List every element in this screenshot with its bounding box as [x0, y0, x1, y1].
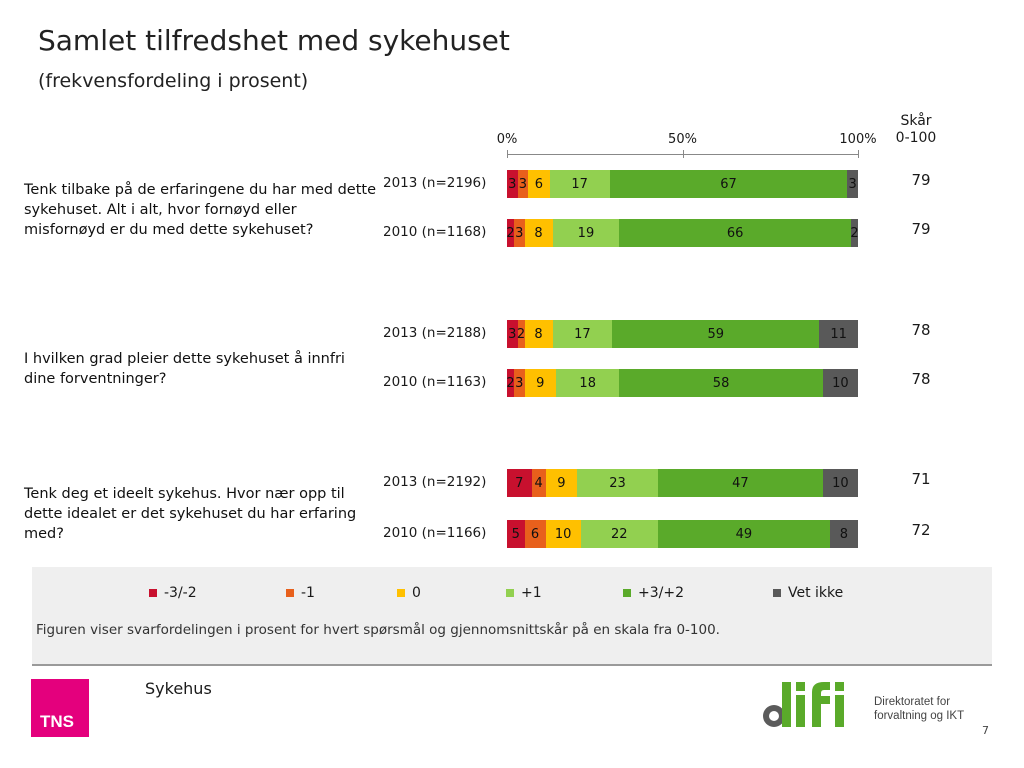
legend-item: +3/+2: [623, 585, 684, 601]
bar-segment: 19: [552, 219, 620, 247]
score-value: 79: [911, 220, 931, 238]
bar-segment: 3: [847, 170, 858, 198]
difi-tagline: Direktoratet for forvaltning og IKT: [874, 695, 964, 723]
row-label: 2010 (n=1163): [383, 374, 487, 390]
bar-segment: 3: [507, 320, 518, 348]
bar-segment: 9: [545, 469, 578, 497]
score-value: 79: [911, 171, 931, 189]
x-axis-line: [507, 154, 858, 155]
legend-swatch: [149, 589, 157, 597]
row-label: 2013 (n=2188): [383, 325, 487, 341]
bar-segment: 2: [850, 219, 859, 247]
bar-segment: 2: [506, 369, 515, 397]
legend-swatch: [286, 589, 294, 597]
bar-segment: 8: [524, 219, 553, 247]
bar-segment: 11: [819, 320, 858, 348]
score-value: 72: [911, 521, 931, 539]
bar-segment: 7: [507, 469, 532, 497]
tns-logo-text: TNS: [40, 712, 74, 731]
difi-tagline-line-2: forvaltning og IKT: [874, 710, 965, 722]
bar-segment: 3: [517, 170, 529, 198]
legend-swatch: [506, 589, 514, 597]
score-value: 78: [911, 321, 931, 339]
legend-item: Vet ikke: [773, 585, 843, 601]
row-label: 2010 (n=1168): [383, 224, 487, 240]
legend-swatch: [397, 589, 405, 597]
x-tick-mark: [507, 150, 508, 158]
bar-segment: 3: [514, 369, 525, 397]
stacked-bar: 3 3 6 17 67 3: [507, 170, 858, 198]
bar-segment: 6: [524, 520, 546, 548]
legend-label: Vet ikke: [788, 585, 844, 601]
bar-segment: 10: [822, 369, 858, 397]
question-text: I hvilken grad pleier dette sykehuset å …: [24, 351, 345, 387]
difi-logo: [763, 682, 844, 727]
x-tick-label: 50%: [668, 132, 697, 147]
score-header-line-1: Skår: [900, 113, 932, 129]
legend-label: 0: [412, 585, 421, 601]
legend-item: 0: [397, 585, 421, 601]
x-tick-mark: [683, 150, 684, 158]
bar-segment: 9: [524, 369, 557, 397]
bar-segment: 58: [619, 369, 823, 397]
bar-segment: 3: [514, 219, 525, 247]
bar-segment: 6: [528, 170, 550, 198]
question-text: Tenk tilbake på de erfaringene du har me…: [24, 182, 377, 238]
bar-segment: 66: [619, 219, 851, 247]
legend-item: -3/-2: [149, 585, 197, 601]
legend-panel: -3/-2 -1 0 +1 +3/+2 Vet ikke Figuren viser sv…: [32, 567, 992, 666]
bar-segment: 8: [524, 320, 553, 348]
legend-item: -1: [286, 585, 315, 601]
legend-item: +1: [506, 585, 542, 601]
page-title: Samlet tilfredshet med sykehuset: [38, 24, 510, 57]
bar-segment: 17: [549, 170, 610, 198]
x-tick-label: 0%: [496, 132, 518, 147]
row-label: 2013 (n=2196): [383, 175, 487, 191]
legend-label: -3/-2: [164, 585, 197, 601]
bar-segment: 10: [822, 469, 858, 497]
stacked-bar: 2 3 9 18 58 10: [506, 369, 858, 397]
bar-segment: 22: [580, 520, 658, 548]
score-column-header: Skår 0-100: [886, 113, 946, 147]
difi-tagline-line-1: Direktoratet for: [874, 696, 951, 708]
tns-logo: TNS: [31, 679, 89, 737]
bar-segment: 59: [612, 320, 820, 348]
stacked-bar: 2 3 8 19 66 2: [506, 219, 859, 247]
bar-segment: 67: [609, 170, 848, 198]
score-header-line-2: 0-100: [895, 130, 937, 146]
bar-segment: 47: [657, 469, 823, 497]
x-tick-label: 100%: [839, 132, 877, 147]
legend-swatch: [623, 589, 631, 597]
page-subtitle: (frekvensfordeling i prosent): [38, 70, 309, 92]
legend-label: +3/+2: [638, 585, 684, 601]
question-text: Tenk deg et ideelt sykehus. Hvor nær opp…: [24, 486, 357, 542]
legend-swatch: [773, 589, 781, 597]
row-label: 2013 (n=2192): [383, 474, 487, 490]
bar-segment: 2: [506, 219, 515, 247]
legend-label: +1: [521, 585, 542, 601]
figure-note: Figuren viser svarfordelingen i prosent …: [36, 622, 720, 638]
bar-segment: 17: [552, 320, 613, 348]
bar-segment: 49: [657, 520, 830, 548]
bar-segment: 10: [545, 520, 581, 548]
bar-segment: 4: [531, 469, 546, 497]
bar-segment: 2: [517, 320, 525, 348]
page-number: 7: [982, 724, 989, 737]
bar-segment: 23: [577, 469, 658, 497]
footer-section-label: Sykehus: [145, 679, 212, 698]
score-value: 78: [911, 370, 931, 388]
x-tick-mark: [858, 150, 859, 158]
bar-segment: 18: [556, 369, 620, 397]
bar-segment: 3: [507, 170, 518, 198]
legend-label: -1: [301, 585, 315, 601]
score-value: 71: [911, 470, 931, 488]
stacked-bar: 3 2 8 17 59 11: [507, 320, 858, 348]
bar-segment: 5: [507, 520, 525, 548]
stacked-bar: 7 4 9 23 47 10: [507, 469, 858, 497]
stacked-bar: 5 6 10 22 49 8: [507, 520, 858, 548]
row-label: 2010 (n=1166): [383, 525, 487, 541]
bar-segment: 8: [829, 520, 858, 548]
